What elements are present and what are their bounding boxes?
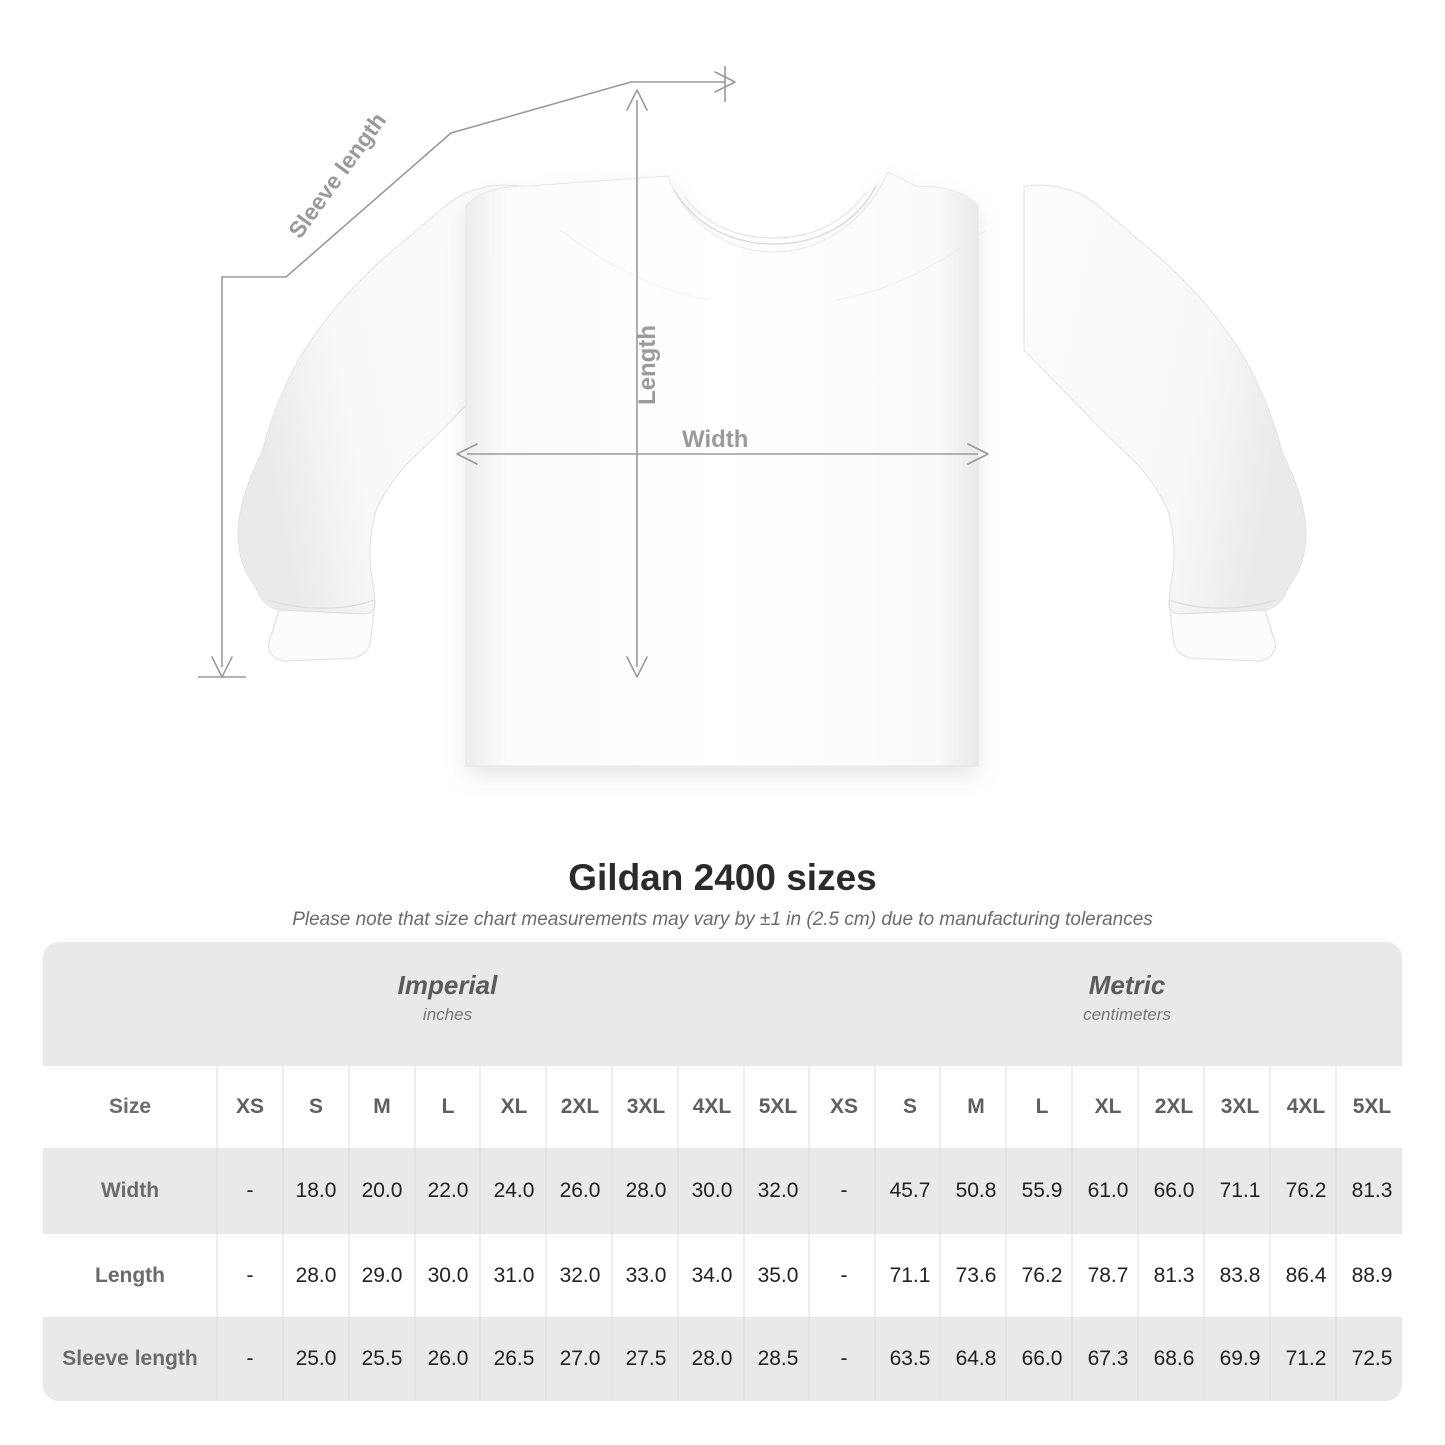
svg-text:Sleeve length: Sleeve length: [283, 108, 391, 243]
svg-text:Length: Length: [634, 325, 661, 405]
svg-text:Width: Width: [682, 426, 748, 453]
